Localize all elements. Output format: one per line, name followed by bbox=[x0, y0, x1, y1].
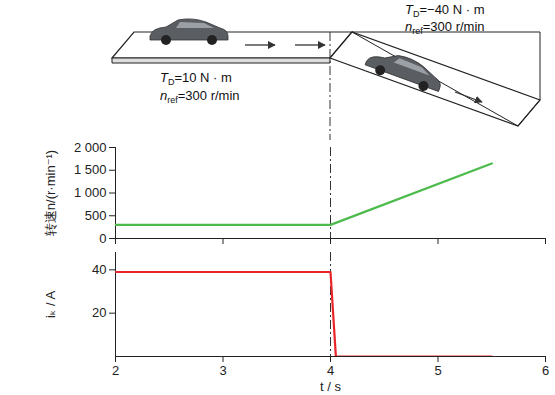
svg-text:TD=10 N · m: TD=10 N · m bbox=[160, 70, 232, 87]
svg-text:nref=300 r/min: nref=300 r/min bbox=[160, 88, 240, 105]
svg-text:5: 5 bbox=[434, 363, 441, 378]
svg-text:nref=300 r/min: nref=300 r/min bbox=[405, 19, 485, 36]
svg-text:40: 40 bbox=[92, 262, 106, 277]
svg-text:2: 2 bbox=[112, 363, 119, 378]
svg-text:TD=−40 N · m: TD=−40 N · m bbox=[405, 2, 484, 19]
svg-text:iₖ / A: iₖ / A bbox=[43, 291, 58, 319]
svg-text:转速n/(r·min⁻¹): 转速n/(r·min⁻¹) bbox=[43, 150, 58, 236]
svg-text:2 000: 2 000 bbox=[74, 140, 107, 155]
svg-text:6: 6 bbox=[542, 363, 549, 378]
svg-text:3: 3 bbox=[219, 363, 226, 378]
svg-text:20: 20 bbox=[92, 305, 106, 320]
svg-text:1 000: 1 000 bbox=[74, 185, 107, 200]
svg-text:500: 500 bbox=[85, 208, 107, 223]
svg-text:1 500: 1 500 bbox=[74, 162, 107, 177]
svg-text:t / s: t / s bbox=[320, 379, 341, 394]
svg-text:0: 0 bbox=[99, 231, 106, 246]
svg-text:4: 4 bbox=[327, 363, 334, 378]
